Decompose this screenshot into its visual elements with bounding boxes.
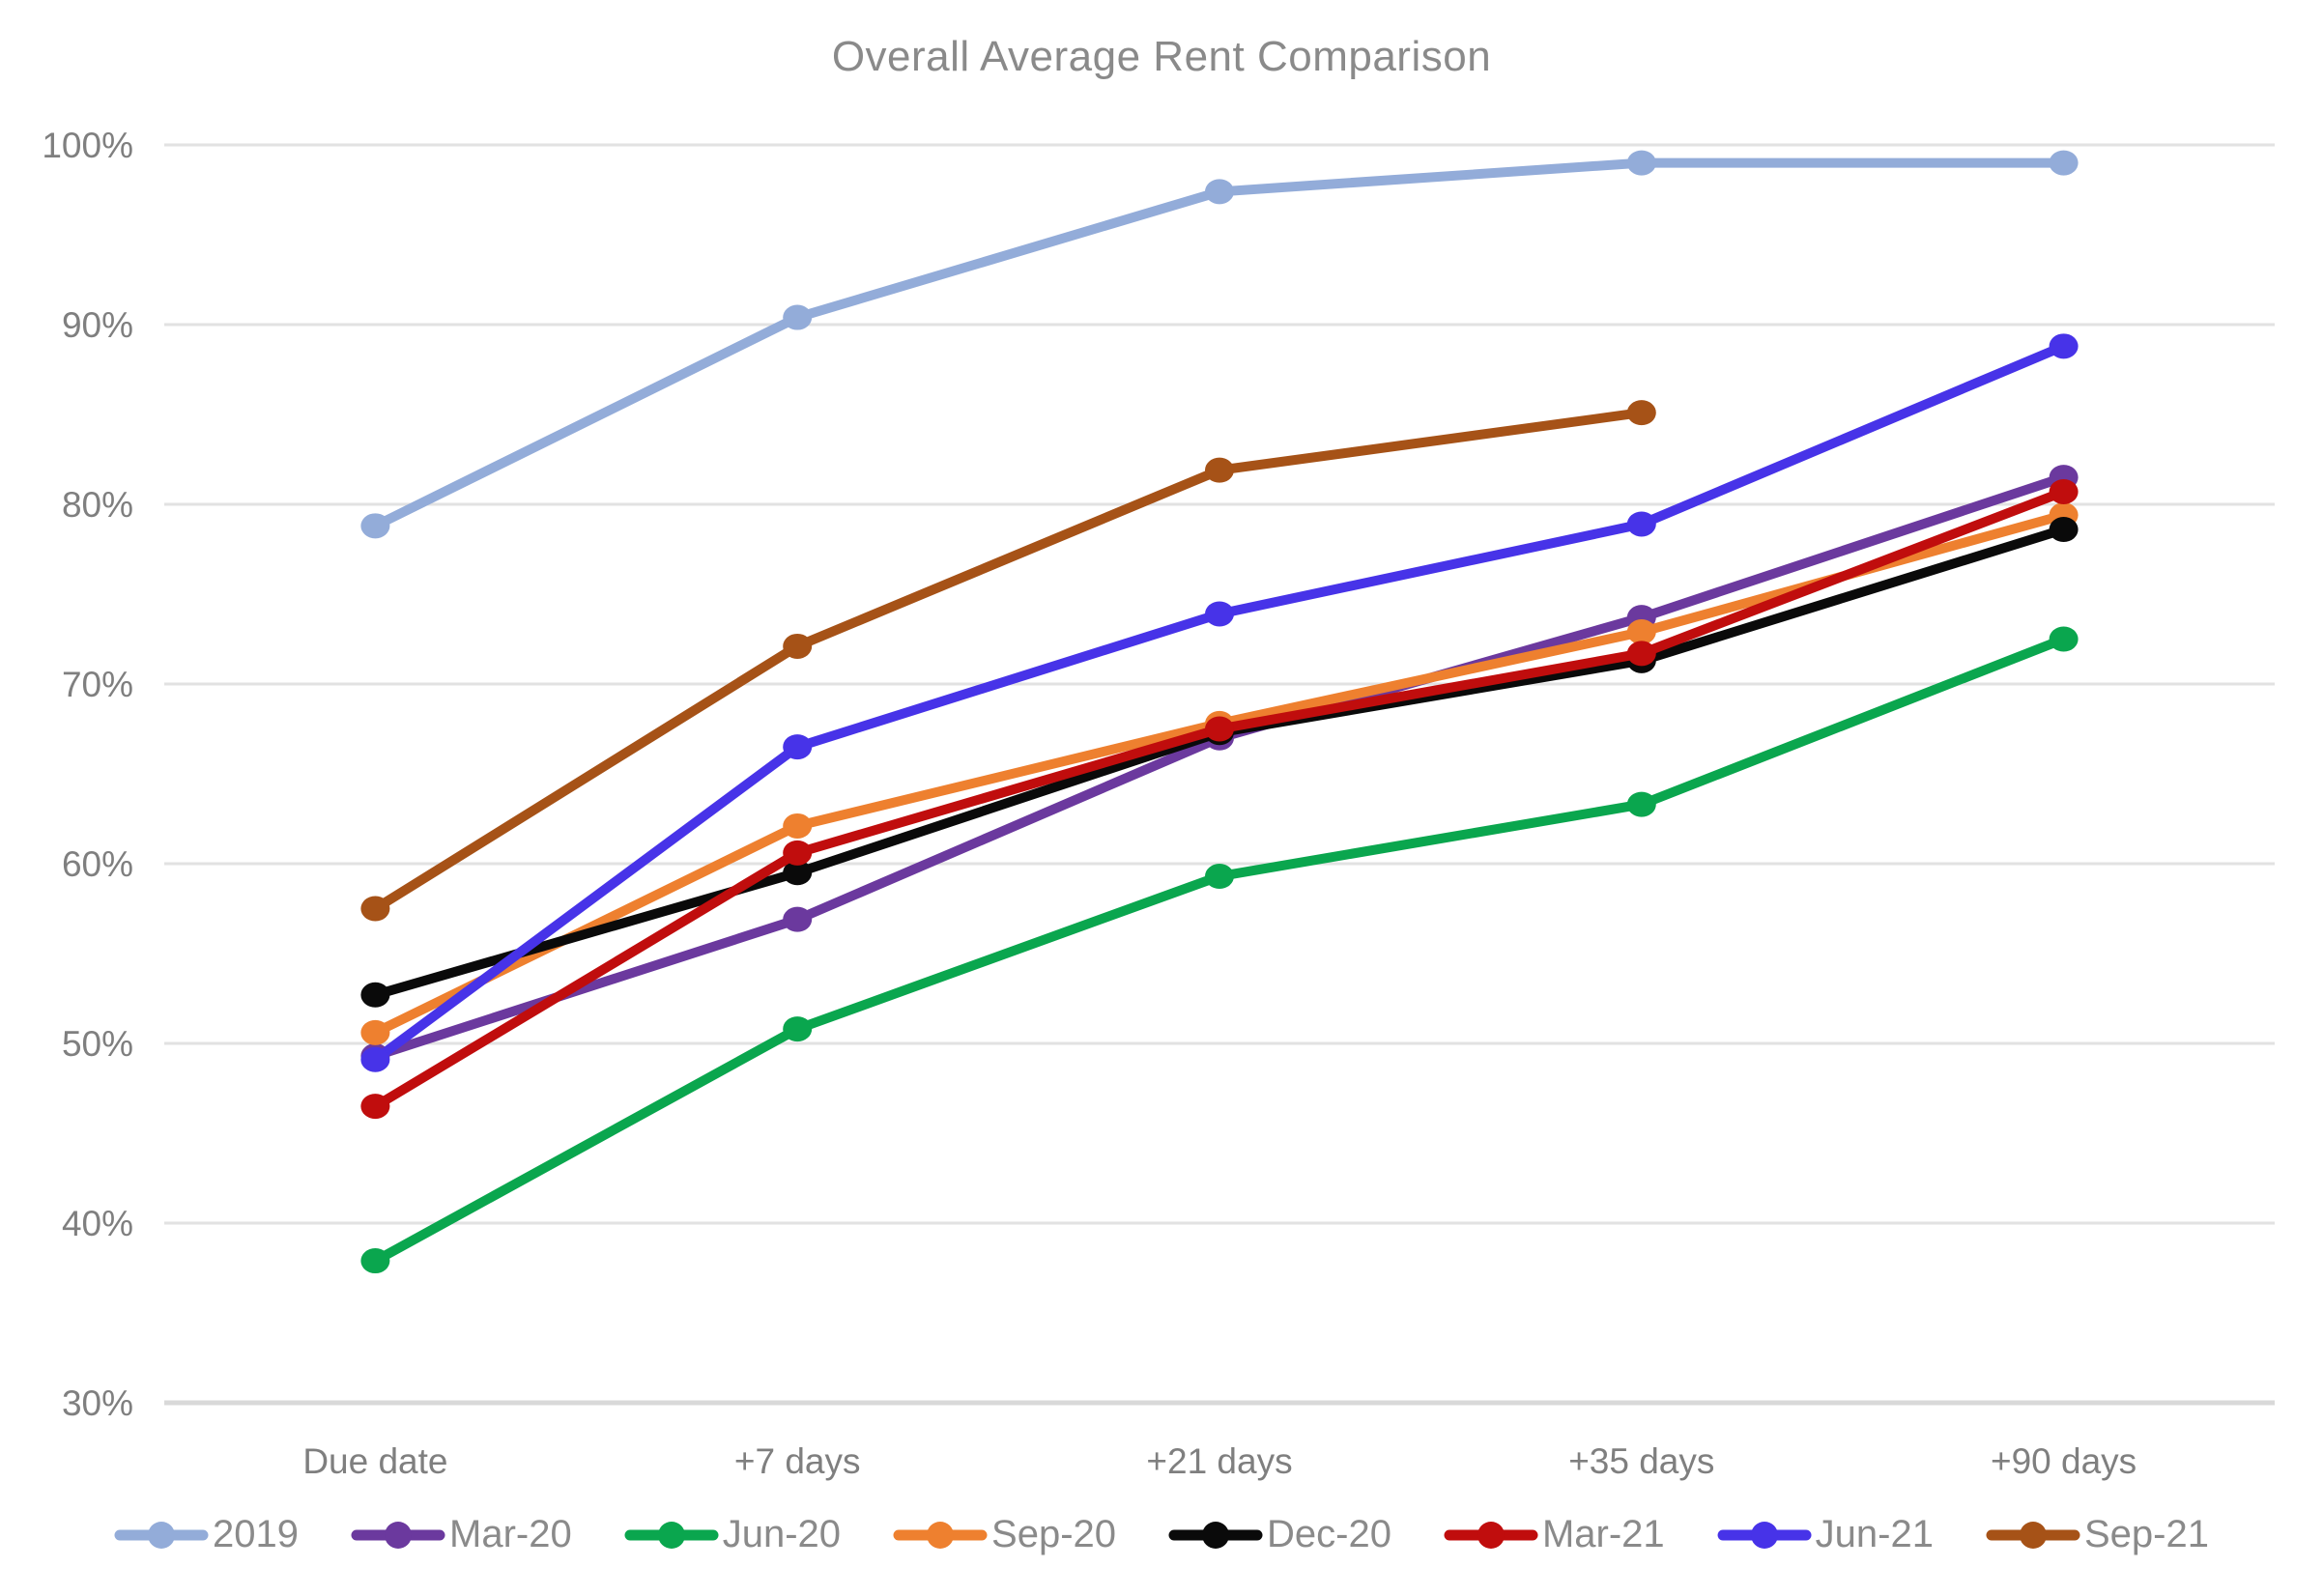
y-tick-label: 60%: [62, 844, 133, 884]
legend-marker-dot: [1477, 1521, 1505, 1549]
data-point-Mar-21-3: [1626, 641, 1656, 667]
series-line-Sep-21: [370, 408, 1647, 914]
legend-marker-dot: [148, 1521, 176, 1549]
legend-marker-Sep-21: [1986, 1521, 2080, 1549]
legend-item-Jun-21: Jun-21: [1717, 1513, 1934, 1556]
data-point-Mar-21-0: [360, 1094, 390, 1120]
legend-label: 2019: [213, 1513, 300, 1555]
data-point-Sep-21-1: [783, 633, 813, 659]
data-point-2019-4: [2049, 150, 2079, 176]
x-tick-label: +90 days: [1991, 1441, 2137, 1481]
legend-marker-dot: [1202, 1521, 1230, 1549]
y-tick-label: 40%: [62, 1204, 133, 1243]
data-point-Jun-21-4: [2049, 333, 2079, 359]
legend-marker-dot: [657, 1521, 685, 1549]
data-point-Jun-21-2: [1205, 601, 1234, 627]
data-point-Sep-20-0: [360, 1019, 390, 1045]
data-point-Sep-21-0: [360, 896, 390, 922]
data-point-Sep-21-2: [1205, 457, 1234, 483]
legend-label: Mar-20: [449, 1513, 572, 1555]
data-point-Mar-20-1: [783, 906, 813, 932]
x-tick-label: +35 days: [1568, 1441, 1714, 1481]
legend-marker-dot: [1750, 1521, 1778, 1549]
legend-marker-Mar-21: [1444, 1521, 1538, 1549]
data-point-Dec-20-1: [783, 860, 813, 886]
legend-marker-dot: [2019, 1521, 2047, 1549]
data-point-2019-1: [783, 304, 813, 330]
data-point-2019-0: [360, 513, 390, 539]
y-tick-label: 50%: [62, 1024, 133, 1064]
data-point-Jun-20-0: [360, 1248, 390, 1274]
data-point-Sep-20-3: [1626, 619, 1656, 645]
legend-marker-Dec-20: [1168, 1521, 1263, 1549]
data-point-Sep-21-3: [1626, 400, 1656, 426]
legend-item-Jun-20: Jun-20: [624, 1513, 841, 1556]
data-point-Jun-20-3: [1626, 791, 1656, 817]
data-point-Jun-20-4: [2049, 626, 2079, 652]
data-point-Sep-20-1: [783, 812, 813, 839]
legend-label: Jun-20: [722, 1513, 842, 1555]
chart-legend: 2019 Mar-20 Jun-20 Sep-20 Dec-20 Mar-21 Jun-21…: [0, 1513, 2323, 1556]
legend-item-Mar-21: Mar-21: [1444, 1513, 1665, 1556]
legend-label: Sep-20: [991, 1513, 1117, 1555]
data-point-2019-3: [1626, 150, 1656, 176]
legend-marker-Sep-20: [893, 1521, 988, 1549]
x-tick-label: +7 days: [734, 1441, 861, 1481]
chart-title: Overall Average Rent Comparison: [831, 33, 1492, 80]
x-tick-label: +21 days: [1146, 1441, 1292, 1481]
y-tick-label: 30%: [62, 1383, 133, 1423]
legend-marker-2019: [114, 1521, 209, 1549]
data-point-Mar-21-1: [783, 840, 813, 866]
legend-label: Sep-21: [2083, 1513, 2209, 1555]
legend-item-Sep-20: Sep-20: [893, 1513, 1116, 1556]
legend-marker-Jun-20: [624, 1521, 719, 1549]
data-point-Jun-20-2: [1205, 864, 1234, 890]
series-line-Mar-20: [370, 472, 2069, 1061]
legend-label: Jun-21: [1815, 1513, 1934, 1555]
y-tick-label: 90%: [62, 305, 133, 345]
x-tick-label: Due date: [302, 1441, 447, 1481]
legend-item-Mar-20: Mar-20: [351, 1513, 572, 1556]
y-tick-label: 100%: [42, 126, 133, 165]
legend-item-Dec-20: Dec-20: [1168, 1513, 1391, 1556]
data-point-Mar-21-4: [2049, 478, 2079, 504]
y-tick-label: 70%: [62, 665, 133, 704]
series-line-Dec-20: [370, 525, 2069, 1000]
data-point-Jun-21-1: [783, 734, 813, 760]
legend-marker-Jun-21: [1717, 1521, 1812, 1549]
data-point-Jun-21-0: [360, 1046, 390, 1072]
data-point-Jun-21-3: [1626, 511, 1656, 537]
legend-marker-dot: [385, 1521, 413, 1549]
series-line-Mar-21: [370, 487, 2069, 1112]
legend-label: Mar-21: [1541, 1513, 1665, 1555]
y-tick-label: 80%: [62, 485, 133, 525]
legend-marker-dot: [927, 1521, 955, 1549]
data-point-2019-2: [1205, 179, 1234, 205]
legend-marker-Mar-20: [351, 1521, 445, 1549]
data-point-Jun-20-1: [783, 1016, 813, 1042]
legend-item-2019: 2019: [114, 1513, 299, 1556]
legend-item-Sep-21: Sep-21: [1986, 1513, 2209, 1556]
data-point-Mar-21-2: [1205, 716, 1234, 742]
data-point-Dec-20-0: [360, 982, 390, 1008]
legend-label: Dec-20: [1267, 1513, 1391, 1555]
data-point-Dec-20-4: [2049, 517, 2079, 543]
